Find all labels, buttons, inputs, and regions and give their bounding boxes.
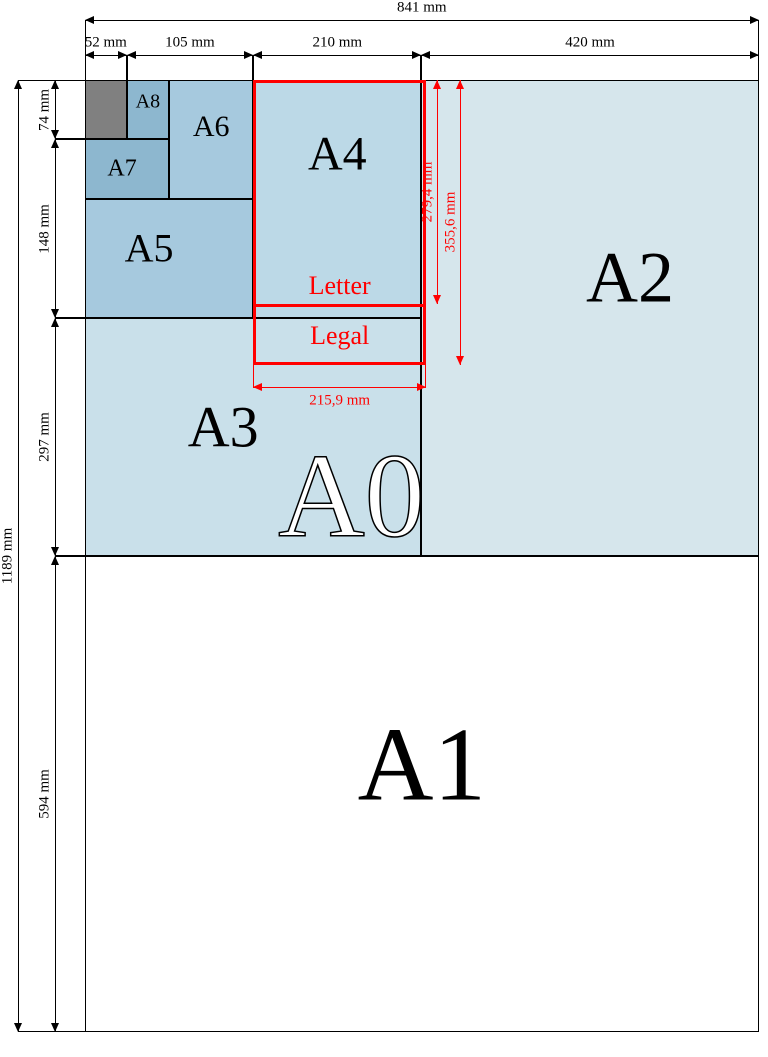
dim-left-label-2: 148 mm (37, 204, 54, 254)
tick (127, 55, 128, 80)
dim-top-label-4: 420 mm (565, 35, 615, 52)
dim-red-h (253, 387, 426, 388)
dim-top-label-3: 210 mm (313, 35, 363, 52)
paper-size-diagram: A1 A2 A3 A4 A5 A6 A7 A8 A0 Letter Legal 841 mm 52 mm… (0, 0, 768, 1057)
tick (758, 55, 759, 80)
paper-label-a5: A5 (125, 225, 174, 272)
dim-red-v-1 (460, 80, 461, 365)
dim-red-v-label-0: 279,4 mm (420, 161, 437, 222)
dim-top-label-1: 52 mm (85, 35, 127, 52)
dim-top-3 (253, 55, 421, 56)
tick (55, 80, 85, 81)
dim-left-2 (55, 139, 56, 318)
dim-left-4 (55, 556, 56, 1033)
tick (421, 55, 422, 80)
tick (55, 556, 85, 557)
dim-left-1 (55, 80, 56, 139)
dim-red-v-label-1: 355,6 mm (442, 192, 459, 253)
tick (253, 55, 254, 80)
dim-top-4 (421, 55, 758, 56)
paper-label-a8: A8 (136, 90, 160, 113)
dim-top-2 (127, 55, 254, 56)
paper-label-a7: A7 (107, 155, 136, 182)
paper-label-a0: A0 (278, 427, 425, 565)
paper-letter-line (253, 304, 426, 307)
tick (253, 365, 254, 387)
tick (85, 55, 86, 80)
paper-label-a6: A6 (193, 110, 230, 144)
paper-label-a2: A2 (586, 236, 674, 319)
paper-a9 (85, 80, 127, 139)
label-letter: Letter (309, 271, 371, 301)
dim-left-label-1: 74 mm (37, 89, 54, 131)
dim-top-1 (85, 55, 127, 56)
paper-label-a4: A4 (308, 126, 367, 181)
dim-red-h-label: 215,9 mm (309, 392, 370, 409)
dim-left-label-0: 1189 mm (0, 528, 17, 585)
tick (55, 1031, 85, 1032)
dim-top-label-2: 105 mm (165, 35, 215, 52)
tick (55, 139, 85, 140)
dim-left-label-3: 297 mm (37, 412, 54, 462)
tick (55, 318, 85, 319)
dim-left-label-4: 594 mm (37, 769, 54, 819)
tick (425, 80, 426, 387)
dim-left-3 (55, 318, 56, 556)
label-legal: Legal (310, 321, 369, 351)
dim-red-v-0 (437, 80, 438, 304)
dim-left-0 (18, 80, 19, 1032)
dim-top-0 (85, 20, 759, 21)
paper-label-a3: A3 (188, 393, 259, 460)
dim-top-label-0: 841 mm (397, 0, 447, 17)
paper-label-a1: A1 (358, 704, 486, 825)
